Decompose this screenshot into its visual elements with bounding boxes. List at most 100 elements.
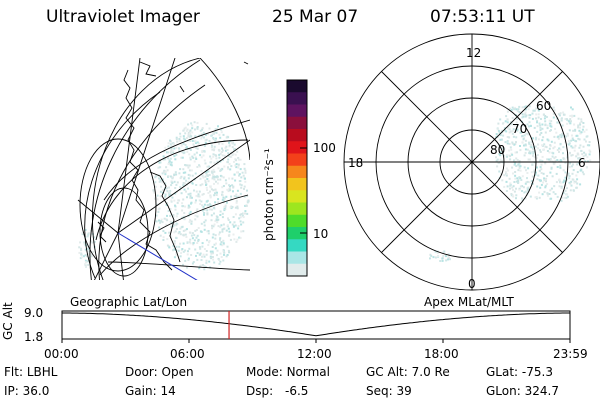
emission-pixel [506,118,509,121]
emission-pixel [526,191,529,194]
emission-pixel [186,196,188,199]
emission-pixel [170,161,173,164]
emission-pixel [184,229,187,232]
emission-pixel [573,181,576,184]
emission-pixel [513,108,516,111]
emission-pixel [189,132,191,135]
emission-pixel [194,156,197,159]
emission-pixel [539,126,542,129]
emission-pixel [533,156,536,159]
emission-pixel [202,154,205,157]
emission-pixel [188,212,191,215]
emission-pixel [510,148,513,151]
dsp-label: Dsp: [246,384,274,398]
emission-pixel [199,252,202,255]
emission-pixel [205,173,208,176]
emission-pixel [177,249,180,252]
emission-pixel [573,146,576,149]
emission-pixel [168,246,171,249]
emission-pixel [540,179,542,182]
emission-pixel [174,158,177,161]
colorbar-swatch [287,92,307,105]
emission-pixel [515,187,517,190]
emission-pixel [215,242,217,245]
emission-pixel [227,219,230,221]
mode-label: Mode: [246,365,283,379]
emission-pixel [242,221,245,224]
emission-pixel [221,191,224,194]
emission-pixel [209,256,212,259]
emission-pixel [588,141,591,143]
emission-pixel [569,182,572,185]
emission-pixel [192,143,195,146]
emission-pixel [182,184,185,187]
emission-pixel [198,165,201,168]
emission-pixel [582,125,585,128]
emission-pixel [203,255,206,258]
emission-pixel [584,153,587,156]
emission-pixel [188,231,191,234]
geo-panel-label: Geographic Lat/Lon [70,295,188,309]
emission-pixel [170,200,173,203]
glon-label: GLon: [486,384,521,398]
emission-pixel [233,238,236,241]
emission-pixel [209,155,212,158]
emission-pixel [221,149,224,152]
emission-pixel [219,178,222,181]
emission-pixel [503,127,506,130]
emission-pixel [543,143,546,146]
emission-pixel [578,126,581,129]
emission-pixel [510,152,513,155]
emission-pixel [201,149,204,152]
glon-info: GLon: 324.7 [486,385,559,397]
emission-pixel [182,129,185,132]
emission-pixel [533,150,536,153]
emission-pixel [578,157,581,160]
emission-pixel [239,192,242,195]
lat-label-80: 80 [490,143,506,157]
emission-pixel [84,261,87,264]
emission-pixel [499,134,502,137]
emission-pixel [166,244,169,247]
emission-pixel [173,242,176,245]
emission-pixel [175,236,178,239]
emission-pixel [511,130,514,133]
emission-pixel [189,238,192,241]
emission-pixel [508,149,511,152]
emission-pixel [180,156,183,159]
emission-pixel [216,254,218,257]
glat-info: GLat: -75.3 [486,366,553,378]
emission-pixel [183,188,186,191]
emission-pixel [556,166,559,168]
emission-pixel [429,253,432,256]
emission-pixel [202,205,205,208]
emission-pixel [531,117,534,120]
emission-pixel [212,153,215,156]
emission-pixel [215,180,217,183]
emission-pixel [211,177,214,180]
emission-pixel [535,117,537,120]
emission-pixel [439,260,442,262]
emission-pixel [571,172,574,175]
emission-pixel [224,179,227,182]
emission-pixel [197,227,200,229]
emission-pixel [523,144,525,147]
emission-pixel [513,124,516,127]
emission-pixel [539,129,542,132]
emission-pixel [212,258,215,261]
emission-pixel [543,117,546,120]
emission-pixel [199,247,202,250]
colorbar-swatch [287,104,307,118]
emission-pixel [161,178,164,181]
emission-pixel [511,166,514,169]
emission-pixel [505,130,508,133]
emission-pixel [189,219,192,222]
emission-pixel [562,146,565,149]
emission-pixel [229,189,232,192]
polar-emission-dots [429,105,592,262]
emission-pixel [180,252,183,255]
emission-pixel [528,150,531,153]
emission-pixel [506,121,509,124]
emission-pixel [496,165,499,168]
emission-pixel [537,138,540,141]
